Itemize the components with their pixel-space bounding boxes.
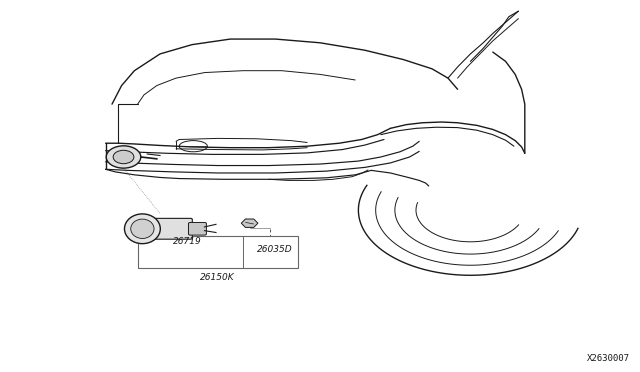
Bar (138, 236, 298, 268)
FancyBboxPatch shape (188, 222, 206, 235)
Text: 26719: 26719 (173, 237, 202, 246)
Ellipse shape (124, 214, 160, 244)
Text: 26150K: 26150K (200, 273, 235, 282)
Ellipse shape (131, 219, 154, 238)
Text: X2630007: X2630007 (588, 354, 630, 363)
Ellipse shape (113, 150, 134, 164)
Ellipse shape (106, 146, 141, 168)
Text: 26035D: 26035D (257, 245, 293, 254)
FancyBboxPatch shape (141, 218, 192, 239)
